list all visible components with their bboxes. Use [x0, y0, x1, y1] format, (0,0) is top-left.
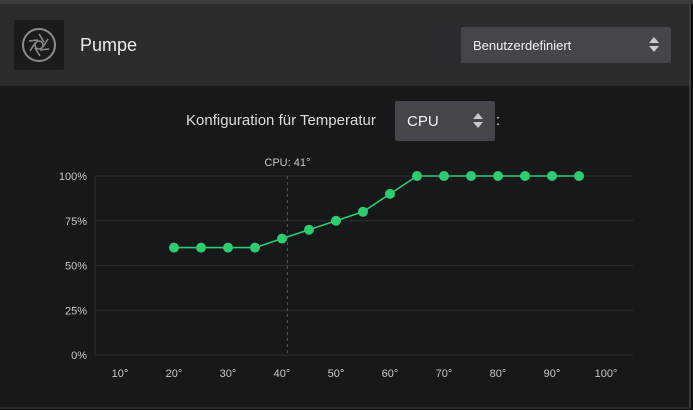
current-temp-label: CPU: 41° — [264, 157, 310, 169]
curve-line — [174, 175, 579, 249]
sensor-dropdown-value: CPU — [407, 113, 439, 130]
x-tick-label: 20° — [166, 368, 183, 380]
curve-point[interactable] — [547, 171, 557, 181]
y-tick-label: 25% — [65, 305, 87, 317]
curve-point[interactable] — [277, 233, 287, 244]
config-label: Konfiguration für Temperatur — [186, 112, 376, 129]
curve-point[interactable] — [520, 171, 530, 181]
curve-point[interactable] — [223, 242, 233, 253]
curve-point[interactable] — [331, 215, 341, 226]
curve-point[interactable] — [250, 242, 260, 253]
x-tick-label: 40° — [274, 368, 291, 380]
curve-point[interactable] — [385, 188, 395, 199]
mode-dropdown[interactable]: Benutzerdefiniert — [461, 27, 671, 63]
curve-point[interactable] — [439, 171, 449, 181]
curve-point[interactable] — [574, 171, 584, 181]
curve-point[interactable] — [358, 206, 368, 217]
curve-point[interactable] — [493, 171, 503, 181]
select-arrows-icon — [649, 37, 659, 53]
curve-point[interactable] — [196, 242, 206, 253]
curve-point[interactable] — [466, 171, 476, 181]
x-tick-label: 30° — [220, 368, 237, 380]
x-tick-label: 100° — [595, 368, 618, 380]
curve-point[interactable] — [169, 242, 179, 253]
x-tick-label: 70° — [436, 368, 453, 380]
y-tick-label: 50% — [65, 261, 87, 273]
x-tick-label: 90° — [544, 368, 561, 380]
config-colon: : — [496, 112, 501, 129]
sensor-dropdown[interactable]: CPU — [395, 101, 495, 141]
panel-header: Pumpe Benutzerdefiniert — [0, 4, 689, 86]
y-tick-label: 100% — [59, 171, 87, 183]
select-arrows-icon — [473, 113, 483, 129]
device-title: Pumpe — [80, 35, 138, 55]
x-tick-label: 10° — [112, 368, 129, 380]
pump-panel: Pumpe Benutzerdefiniert Konfiguration fü… — [0, 4, 691, 409]
pump-curve-chart[interactable]: 0% 25% 50% 75% 100% 10° 20° 30° 40° 50° 60° 70° 80° 9… — [0, 140, 689, 410]
x-tick-label: 80° — [490, 368, 507, 380]
x-tick-label: 50° — [328, 368, 345, 380]
x-tick-label: 60° — [382, 368, 399, 380]
y-tick-label: 0% — [71, 350, 87, 362]
config-row: Konfiguration für Temperatur CPU : — [0, 101, 689, 144]
curve-point[interactable] — [412, 171, 422, 181]
pump-fan-icon — [14, 20, 64, 70]
mode-dropdown-value: Benutzerdefiniert — [473, 38, 572, 53]
y-tick-label: 75% — [65, 216, 87, 228]
window-top-border — [0, 0, 693, 4]
curve-point[interactable] — [304, 224, 314, 235]
